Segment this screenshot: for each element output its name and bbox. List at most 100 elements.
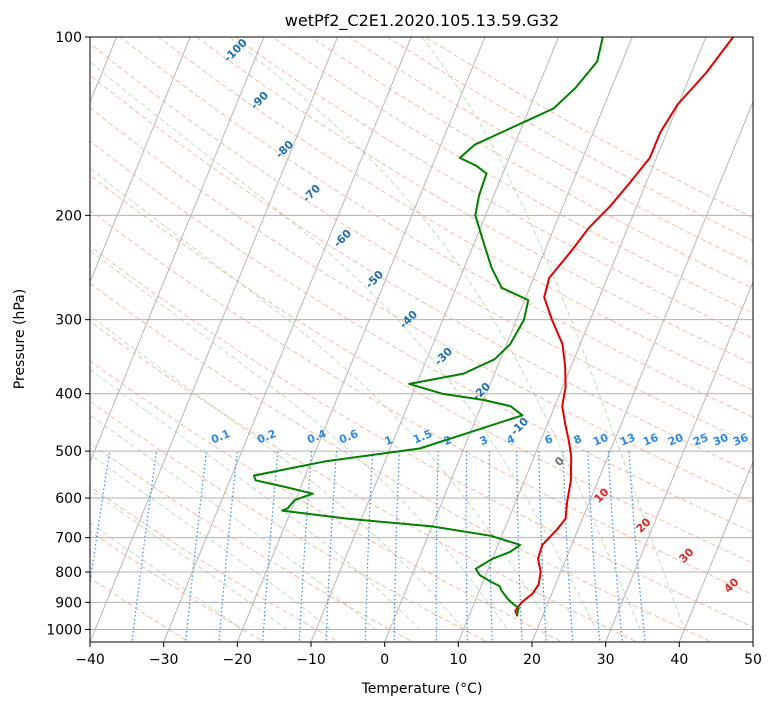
moist-adiabat-line	[90, 414, 376, 630]
mixing-ratio-line	[516, 451, 523, 642]
mixing-ratio-line	[488, 451, 493, 642]
dry-adiabat-line	[90, 140, 753, 533]
mixing-ratio-label: 6	[543, 432, 555, 447]
isotherm-label: 40	[722, 575, 742, 595]
mixing-ratio-label: 36	[731, 431, 750, 449]
y-tick-label: 700	[55, 531, 82, 547]
mixing-ratio-line	[131, 451, 158, 642]
mixing-ratio-label: 2	[442, 433, 454, 448]
y-tick-label: 400	[55, 387, 82, 403]
dry-adiabat-line	[90, 282, 713, 642]
dry-adiabat-line	[386, 37, 753, 242]
moist-adiabat-line	[90, 315, 464, 630]
y-axis-label: Pressure (hPa)	[12, 289, 28, 389]
y-tick-label: 300	[55, 313, 82, 329]
y-axis: 100 200 300 400 500 600 700 800 900 1000	[46, 30, 90, 638]
isotherm-line	[457, 37, 707, 642]
moist-adiabat-line	[90, 167, 553, 630]
moist-adiabat-line	[421, 37, 685, 630]
dry-adiabat-line	[310, 37, 753, 290]
dry-adiabat-line	[90, 360, 564, 642]
isotherm-label: 30	[677, 545, 697, 565]
isotherm-label: -70	[300, 182, 323, 205]
moist-adiabat-line	[90, 368, 420, 630]
plot-frame	[89, 36, 754, 643]
mixing-ratio-label: 0.4	[305, 427, 328, 446]
mixing-ratio-label: 0.1	[209, 427, 232, 446]
mixing-ratio-label: 25	[691, 431, 710, 449]
mixing-ratio-label: 13	[618, 431, 637, 449]
dry-adiabat-line	[90, 245, 753, 628]
mixing-ratio-label: 1	[383, 433, 395, 448]
mixing-ratio-line	[185, 451, 208, 642]
isotherm-label: -90	[248, 89, 271, 112]
y-tick-label: 100	[55, 30, 82, 46]
dry-adiabat-line	[90, 209, 753, 596]
x-axis-label: Temperature (°C)	[361, 681, 483, 697]
isotherm-label: -30	[432, 345, 455, 368]
x-tick-label: 40	[670, 652, 688, 668]
isotherm-line	[605, 280, 753, 642]
grid-lines	[90, 36, 753, 630]
moist-adiabat-line	[90, 61, 597, 630]
mixing-ratio-line	[90, 451, 111, 588]
x-tick-label: 30	[597, 652, 615, 668]
x-tick-label: 0	[380, 652, 389, 668]
mixing-ratio-line	[218, 451, 238, 642]
isotherm-line	[90, 37, 339, 642]
mixing-ratio-line	[393, 451, 400, 642]
x-tick-label: 20	[523, 652, 541, 668]
moist-adiabat-line	[90, 522, 243, 630]
isotherm-label: -40	[397, 308, 420, 331]
temperature-line	[514, 37, 734, 617]
mixing-ratio-line	[364, 451, 374, 642]
profile-series	[252, 37, 734, 617]
isotherm-line	[236, 37, 486, 642]
moist-adiabat-line	[90, 489, 287, 630]
y-tick-label: 800	[55, 565, 82, 581]
dry-adiabat-line	[271, 37, 753, 314]
dry-adiabat-line	[119, 37, 753, 418]
dry-adiabat-line	[424, 37, 753, 219]
dry-adiabat-line	[90, 107, 753, 504]
isotherm-line	[163, 37, 412, 642]
moist-adiabat-line	[229, 37, 641, 630]
y-tick-label: 500	[55, 444, 82, 460]
x-tick-label: 10	[449, 652, 467, 668]
y-tick-label: 900	[55, 595, 82, 611]
chart-title: wetPf2_C2E1.2020.105.13.59.G32	[285, 11, 559, 31]
mixing-ratio-label: 3	[478, 433, 490, 448]
mixing-ratio-line	[325, 451, 338, 642]
moist-adiabat-line	[90, 249, 509, 630]
background-lines	[90, 37, 753, 642]
isoline-labels: -100-90-80-70-60-50-40-30-20-10010203040…	[209, 36, 750, 596]
dry-adiabat-line	[90, 320, 639, 642]
dry-adiabat-line	[90, 400, 489, 642]
isotherm-line	[90, 37, 265, 464]
mixing-ratio-label: 0.6	[337, 427, 360, 446]
moist-adiabat-line	[90, 453, 332, 630]
mixing-ratio-label: 10	[591, 431, 610, 449]
mixing-ratio-label: 16	[641, 431, 660, 449]
mixing-ratio-line	[465, 451, 469, 642]
y-tick-label: 600	[55, 491, 82, 507]
isotherm-label: -60	[331, 227, 354, 250]
dewpoint-line	[252, 37, 604, 617]
dry-adiabat-line	[90, 530, 265, 642]
mixing-ratio-label: 8	[572, 432, 584, 447]
isotherm-line	[384, 37, 633, 642]
isotherm-line	[531, 100, 753, 642]
isotherm-line	[678, 460, 753, 642]
y-tick-label: 200	[55, 208, 82, 224]
dry-adiabat-line	[90, 42, 753, 446]
x-tick-label: −20	[223, 652, 253, 668]
mixing-ratio-label: 0.2	[255, 427, 278, 446]
isotherm-line	[90, 37, 191, 284]
mixing-ratio-label: 20	[666, 431, 685, 449]
x-tick-label: 50	[744, 652, 762, 668]
isotherm-label: -80	[273, 138, 296, 161]
y-tick-label: 1000	[46, 622, 82, 638]
mixing-ratio-line	[607, 451, 624, 642]
x-tick-label: −30	[149, 652, 179, 668]
